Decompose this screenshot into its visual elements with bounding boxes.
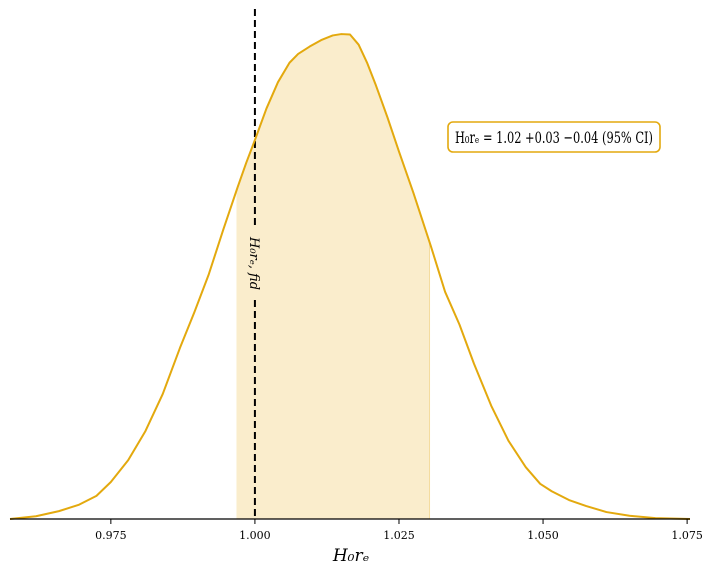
x-tick-label: 1.025 [383, 529, 415, 542]
x-axis-label: H₀rₑ [332, 546, 369, 566]
annotation-text: H₀rₑ = 1.02 +0.03 −0.04 (95% CI) [455, 128, 653, 147]
x-tick-label: 0.975 [95, 529, 127, 542]
annotation-box [447, 121, 661, 153]
annotations: H₀rₑ, fid H₀rₑ = 1.02 +0.03 −0.04 (95% CI… [246, 121, 661, 290]
x-tick-label: 1.050 [527, 529, 559, 542]
density-curve [9, 33, 691, 520]
x-tick-label: 1.000 [239, 529, 271, 542]
x-axis: 0.975 1.000 1.025 1.050 1.075 H₀rₑ [10, 518, 703, 566]
reference-line-label: H₀rₑ, fid [246, 236, 261, 290]
x-tick-label: 1.075 [671, 529, 703, 542]
credible-interval-band [236, 34, 430, 519]
plot-area [9, 9, 691, 520]
